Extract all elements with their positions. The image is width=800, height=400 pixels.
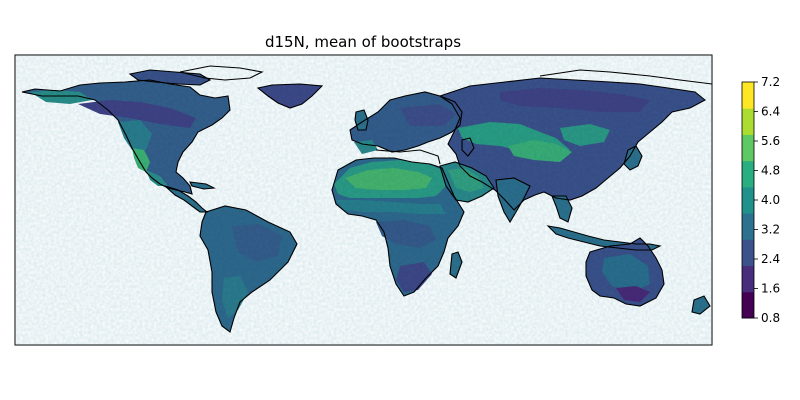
colorbar-band [742,213,754,240]
coast-africa [331,157,465,297]
colorbar-band [742,291,754,319]
colorbar-band [742,160,754,188]
coastlines [21,65,712,333]
coast-india [495,177,531,224]
colorbar-band [742,265,754,293]
coast-cuba [189,181,216,190]
coast-caspian [461,137,475,157]
coast-arctic-russia [539,69,712,85]
colorbar-tick-label: 4.8 [761,164,780,178]
texture-overlay [15,55,712,345]
coast-arabia [439,161,495,203]
coast-new-zealand [691,295,711,315]
coast-indonesia [546,225,662,251]
coast-greenland [256,83,324,109]
coast-se-asia [551,195,573,223]
colorbar-band [742,108,754,135]
colorbar-tick-label: 7.2 [761,75,780,89]
colorbar-tick-label: 5.6 [761,134,780,148]
colorbar-tick-label: 3.2 [761,223,780,237]
colorbar-tick-label: 2.4 [761,252,780,266]
coast-arctic-outline [179,65,264,81]
coast-japan [623,145,643,171]
coast-madagascar [449,251,463,279]
coast-uk [354,109,369,131]
coast-arctic-islands [128,69,212,86]
colorbar-band [742,186,754,214]
colorbar-tick-label: 4.0 [761,193,780,207]
coast-asia [438,77,706,211]
colorbar-band [742,82,754,109]
colorbar-tick-label: 6.4 [761,105,780,119]
colorbar: 0.8 1.6 2.4 3.2 4.0 4.8 5.6 6.4 7.2 [741,75,780,325]
coast-mediterranean [375,149,441,165]
chart-title: d15N, mean of bootstraps [265,33,461,51]
coast-south-america [199,205,298,333]
map-area [15,55,712,345]
coast-australia [585,237,665,307]
coast-north-america [21,79,231,195]
colorbar-band [742,134,754,162]
colorbar-tick-label: 1.6 [761,282,780,296]
colorbar-band [742,239,754,267]
colorbar-tick-label: 0.8 [761,311,780,325]
